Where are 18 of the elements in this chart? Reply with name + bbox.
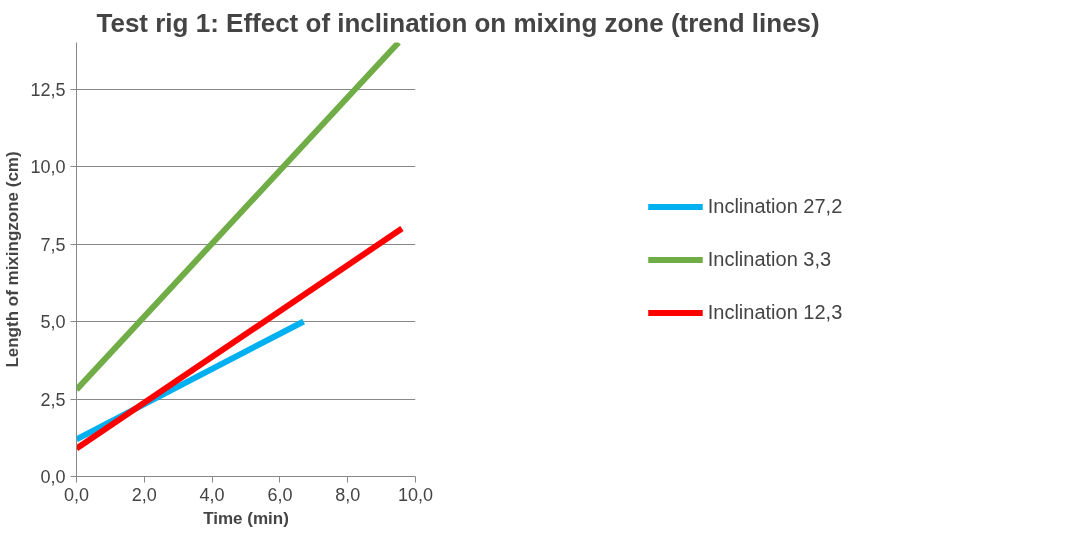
- x-tick-label: 0,0: [63, 484, 90, 505]
- y-tick-label: 10,0: [30, 157, 66, 177]
- y-tick-label: 2,5: [40, 389, 66, 410]
- x-tick-label: 4,0: [199, 484, 225, 505]
- x-tick-label: 2,0: [131, 484, 157, 505]
- legend-label: Inclination 12,3: [707, 300, 843, 324]
- x-tick-label: 6,0: [267, 484, 293, 505]
- x-axis-title: Time (min): [203, 508, 289, 528]
- y-tick-label: 12,5: [30, 79, 66, 100]
- y-tick-label: 7,5: [40, 234, 66, 255]
- x-tick-label: 10,0: [397, 484, 434, 505]
- chart-title: Test rig 1: Effect of inclination on mixing zone (trend lines): [96, 7, 820, 38]
- legend-label: Inclination 27,2: [707, 194, 843, 218]
- y-tick-label: 0,0: [40, 467, 66, 487]
- y-tick-label: 5,0: [40, 312, 66, 332]
- legend-label: Inclination 3,3: [707, 247, 832, 271]
- y-axis-title: Length of mixingzone (cm): [3, 151, 23, 368]
- x-tick-label: 8,0: [335, 484, 361, 505]
